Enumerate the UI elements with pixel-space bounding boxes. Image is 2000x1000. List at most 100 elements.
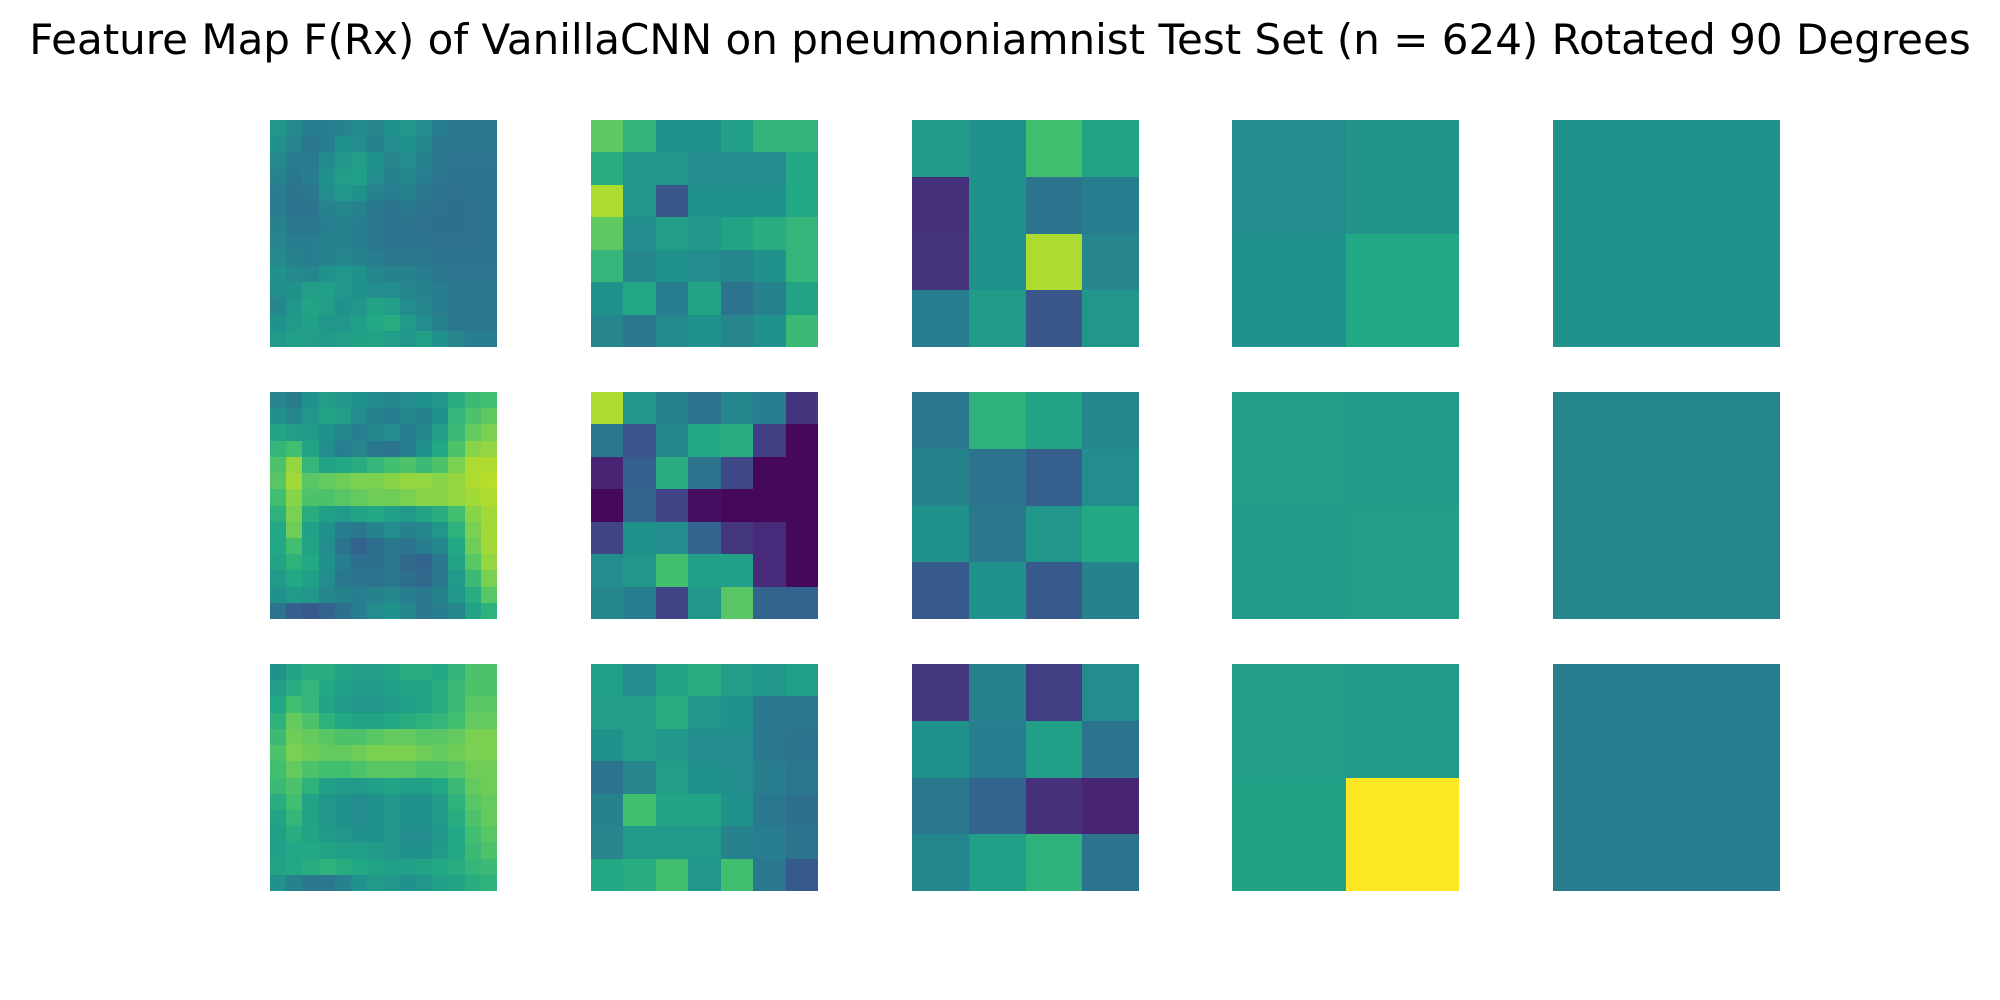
heatmap-panel-r1-c3: [1232, 392, 1459, 619]
heatmap-cell: [367, 408, 384, 424]
heatmap-cell: [270, 664, 286, 680]
heatmap-cell: [912, 449, 969, 506]
heatmap-cell: [688, 664, 721, 696]
heatmap-cell: [912, 664, 969, 721]
heatmap-cell: [432, 810, 448, 826]
heatmap-cell: [721, 522, 753, 554]
heatmap-cell: [384, 152, 400, 169]
heatmap-cell: [753, 859, 786, 891]
heatmap-cell: [302, 859, 319, 875]
heatmap-cell: [688, 859, 721, 891]
heatmap-panel-r2-c1: [591, 664, 818, 891]
heatmap-cell: [688, 424, 721, 457]
heatmap-cell: [656, 282, 688, 315]
heatmap-cell: [465, 298, 481, 315]
heatmap-cell: [1026, 177, 1082, 234]
heatmap-cell: [270, 778, 286, 794]
heatmap-cell: [465, 729, 481, 745]
heatmap-cell: [912, 120, 969, 177]
heatmap-cell: [786, 392, 818, 424]
heatmap-cell: [416, 217, 432, 234]
heatmap-cell: [753, 152, 786, 185]
heatmap-cell: [465, 315, 481, 331]
heatmap-cell: [1026, 120, 1082, 177]
heatmap-cell: [384, 185, 400, 201]
heatmap-cell: [1082, 177, 1139, 234]
heatmap-cell: [302, 169, 319, 185]
heatmap-cell: [286, 424, 302, 441]
heatmap-cell: [302, 761, 319, 778]
heatmap-cell: [335, 794, 351, 810]
heatmap-cell: [384, 201, 400, 217]
heatmap-cell: [912, 290, 969, 347]
heatmap-cell: [270, 136, 286, 152]
heatmap-cell: [623, 489, 656, 522]
heatmap-cell: [384, 745, 400, 761]
heatmap-cell: [432, 282, 448, 298]
heatmap-cell: [335, 185, 351, 201]
heatmap-cell: [481, 713, 497, 729]
heatmap-cell: [1553, 120, 1780, 347]
heatmap-cell: [432, 859, 448, 875]
heatmap-cell: [688, 282, 721, 315]
heatmap-panel-r1-c0: [270, 392, 497, 619]
heatmap-cell: [270, 729, 286, 745]
heatmap-cell: [319, 680, 335, 696]
heatmap-cell: [351, 506, 367, 522]
heatmap-cell: [286, 185, 302, 201]
heatmap-cell: [335, 713, 351, 729]
heatmap-cell: [448, 554, 465, 570]
heatmap-cell: [302, 664, 319, 680]
heatmap-cell: [319, 457, 335, 473]
heatmap-cell: [448, 713, 465, 729]
heatmap-cell: [384, 603, 400, 619]
heatmap-cell: [302, 315, 319, 331]
heatmap-cell: [335, 169, 351, 185]
heatmap-cell: [432, 745, 448, 761]
heatmap-cell: [481, 217, 497, 234]
heatmap-cell: [367, 136, 384, 152]
heatmap-cell: [1346, 506, 1459, 619]
heatmap-cell: [416, 696, 432, 713]
heatmap-cell: [400, 522, 416, 538]
heatmap-cell: [384, 842, 400, 859]
heatmap-cell: [753, 489, 786, 522]
heatmap-cell: [465, 152, 481, 169]
heatmap-cell: [400, 234, 416, 250]
heatmap-cell: [335, 424, 351, 441]
heatmap-cell: [270, 331, 286, 347]
heatmap-cell: [448, 603, 465, 619]
heatmap-cell: [465, 457, 481, 473]
heatmap-cell: [786, 282, 818, 315]
heatmap-cell: [688, 554, 721, 587]
heatmap-cell: [384, 554, 400, 570]
heatmap-cell: [286, 729, 302, 745]
heatmap-cell: [351, 778, 367, 794]
heatmap-cell: [969, 834, 1026, 891]
heatmap-cell: [416, 282, 432, 298]
heatmap-cell: [335, 506, 351, 522]
heatmap-cell: [432, 664, 448, 680]
heatmap-cell: [1232, 234, 1346, 347]
heatmap-cell: [623, 859, 656, 891]
heatmap-cell: [591, 587, 623, 619]
heatmap-cell: [753, 729, 786, 761]
heatmap-cell: [465, 331, 481, 347]
heatmap-cell: [270, 570, 286, 587]
heatmap-cell: [384, 810, 400, 826]
heatmap-cell: [448, 217, 465, 234]
heatmap-cell: [416, 587, 432, 603]
heatmap-cell: [448, 250, 465, 266]
heatmap-cell: [384, 859, 400, 875]
heatmap-cell: [384, 120, 400, 136]
heatmap-cell: [351, 392, 367, 408]
heatmap-cell: [432, 489, 448, 506]
heatmap-cell: [302, 331, 319, 347]
heatmap-cell: [286, 842, 302, 859]
heatmap-cell: [302, 136, 319, 152]
heatmap-cell: [367, 680, 384, 696]
heatmap-cell: [286, 282, 302, 298]
heatmap-panel-r2-c0: [270, 664, 497, 891]
heatmap-cell: [384, 826, 400, 842]
heatmap-cell: [400, 424, 416, 441]
